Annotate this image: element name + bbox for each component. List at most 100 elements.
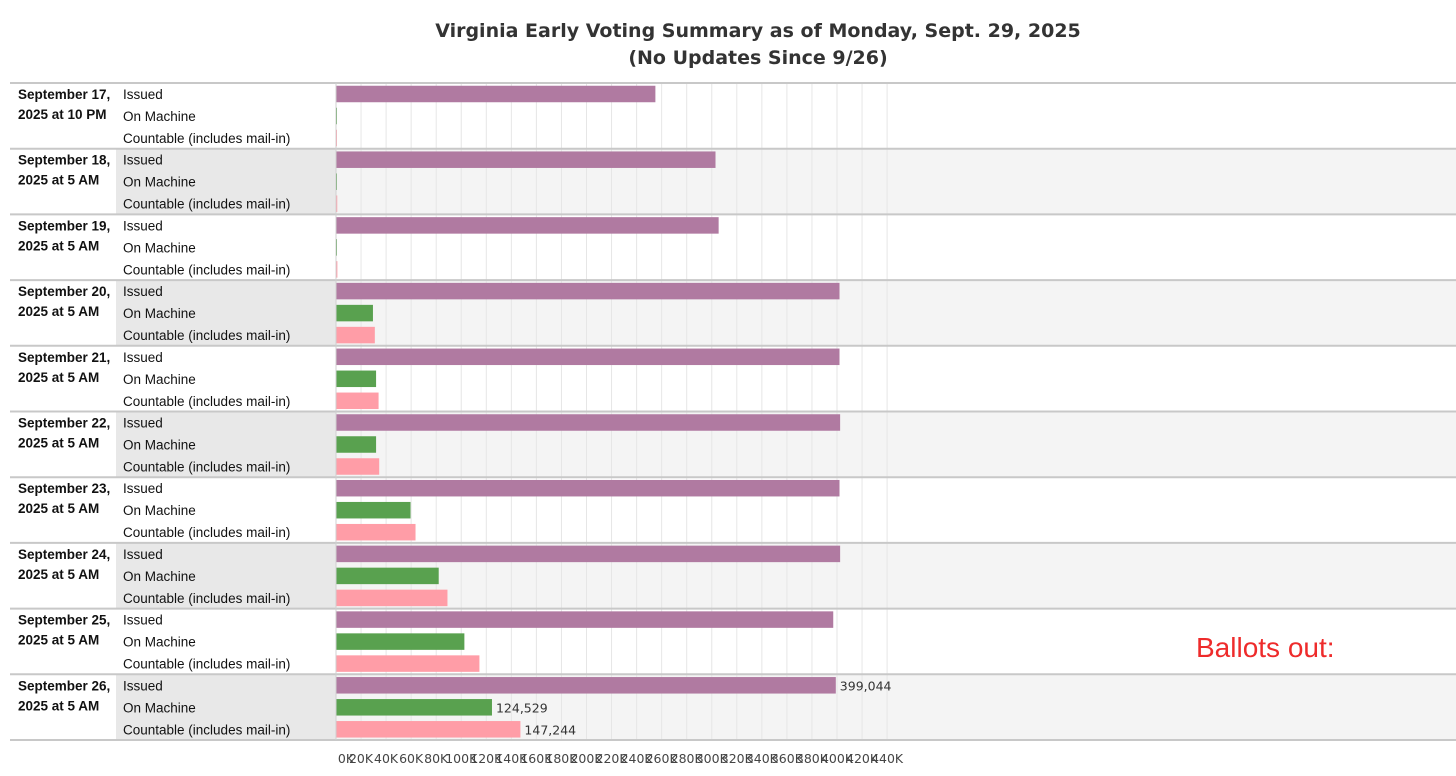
group-label: September 26,: [18, 678, 110, 693]
chart-title: Virginia Early Voting Summary as of Mond…: [0, 18, 1456, 72]
x-tick-label: 300K: [696, 751, 729, 766]
series-row-label: Issued: [123, 284, 163, 299]
x-tick-label: 420K: [846, 751, 879, 766]
bar-issued: [336, 151, 716, 168]
series-row-label: Issued: [123, 218, 163, 233]
bar-countable: [336, 458, 380, 475]
x-tick-label: 80K: [424, 751, 449, 766]
bar-countable: [336, 589, 448, 607]
series-row-label: On Machine: [123, 569, 196, 584]
bar-issued: [336, 282, 840, 300]
x-tick-label: 200K: [570, 751, 603, 766]
x-tick-label: 340K: [746, 751, 779, 766]
bar-on: [336, 567, 439, 585]
series-row-label: Issued: [123, 416, 163, 431]
series-row-label: Countable (includes mail-in): [123, 525, 290, 540]
series-row-label: Countable (includes mail-in): [123, 197, 290, 212]
row-band-labels: [116, 674, 336, 740]
bar-issued: [336, 217, 719, 234]
bar-countable: [336, 261, 338, 278]
bar-issued: [336, 611, 834, 628]
series-row-label: Countable (includes mail-in): [123, 131, 290, 146]
x-tick-label: 160K: [520, 751, 553, 766]
group-label: September 23,: [18, 481, 110, 496]
series-row-label: On Machine: [123, 438, 196, 453]
bar-issued: [336, 348, 840, 366]
x-tick-label: 60K: [399, 751, 424, 766]
bar-issued: [336, 677, 836, 694]
x-tick-label: 280K: [671, 751, 704, 766]
group-label: September 18,: [18, 153, 110, 168]
row-band-labels: [116, 411, 336, 478]
series-row-label: On Machine: [123, 175, 196, 190]
group-label: September 22,: [18, 416, 110, 431]
x-tick-label: 180K: [545, 751, 578, 766]
x-tick-label: 260K: [646, 751, 679, 766]
series-row-label: Countable (includes mail-in): [123, 657, 290, 672]
x-tick-label: 100K: [445, 751, 478, 766]
bar-on: [336, 633, 465, 650]
series-row-label: Issued: [123, 153, 163, 168]
series-row-label: On Machine: [123, 306, 196, 321]
x-tick-label: 380K: [796, 751, 829, 766]
series-row-label: On Machine: [123, 109, 196, 124]
series-row-label: On Machine: [123, 700, 196, 715]
data-label: 124,529: [496, 700, 548, 715]
series-row-label: On Machine: [123, 503, 196, 518]
bar-on: [336, 436, 377, 453]
row-band-labels: [116, 148, 336, 215]
bar-issued: [336, 545, 841, 563]
group-label: September 19,: [18, 218, 110, 233]
group-label: 2025 at 5 AM: [18, 238, 99, 253]
series-row-label: Countable (includes mail-in): [123, 722, 290, 737]
bar-countable: [336, 195, 338, 212]
bar-issued: [336, 479, 840, 497]
chart-subtitle: (No Updates Since 9/26): [628, 47, 888, 69]
row-band-labels: [116, 280, 336, 346]
group-label: September 25,: [18, 613, 110, 628]
x-tick-label: 40K: [374, 751, 399, 766]
labels: 399,044 124,529 147,244 September 17, 2025 a…: [18, 87, 892, 737]
group-label: 2025 at 5 AM: [18, 698, 99, 713]
series-row-label: Issued: [123, 613, 163, 628]
x-tick-label: 0K: [338, 751, 355, 766]
group-label: 2025 at 5 AM: [18, 501, 99, 516]
x-tick-label: 220K: [596, 751, 629, 766]
series-row-label: Issued: [123, 350, 163, 365]
group-label: September 17,: [18, 87, 110, 102]
series-row-label: Issued: [123, 481, 163, 496]
x-tick-label: 240K: [621, 751, 654, 766]
x-tick-label: 400K: [821, 751, 854, 766]
bars: [336, 85, 841, 738]
bar-on: [336, 304, 373, 322]
group-label: 2025 at 10 PM: [18, 107, 107, 122]
group-label: 2025 at 5 AM: [18, 436, 99, 451]
row-band-labels: [116, 542, 336, 609]
data-label: 399,044: [840, 678, 892, 693]
bar-countable: [336, 523, 416, 541]
series-row-label: Issued: [123, 678, 163, 693]
group-label: September 20,: [18, 284, 110, 299]
series-row-label: Countable (includes mail-in): [123, 591, 290, 606]
data-label: 147,244: [524, 722, 576, 737]
group-label: September 21,: [18, 350, 110, 365]
x-tick-label: 140K: [495, 751, 528, 766]
series-row-label: Countable (includes mail-in): [123, 460, 290, 475]
x-tick-label: 320K: [721, 751, 754, 766]
bar-countable: [336, 326, 375, 344]
series-row-label: On Machine: [123, 240, 196, 255]
chart-title-line1: Virginia Early Voting Summary as of Mond…: [435, 20, 1081, 42]
bar-issued: [336, 85, 656, 103]
x-tick-label: 20K: [349, 751, 374, 766]
x-tick-label: 440K: [871, 751, 904, 766]
bar-on: [336, 501, 411, 519]
bar-countable: [336, 655, 480, 672]
group-label: 2025 at 5 AM: [18, 304, 99, 319]
bar-countable: [336, 392, 379, 410]
x-tick-label: 360K: [771, 751, 804, 766]
group-label: September 24,: [18, 547, 110, 562]
series-row-label: Issued: [123, 87, 163, 102]
group-label: 2025 at 5 AM: [18, 173, 99, 188]
